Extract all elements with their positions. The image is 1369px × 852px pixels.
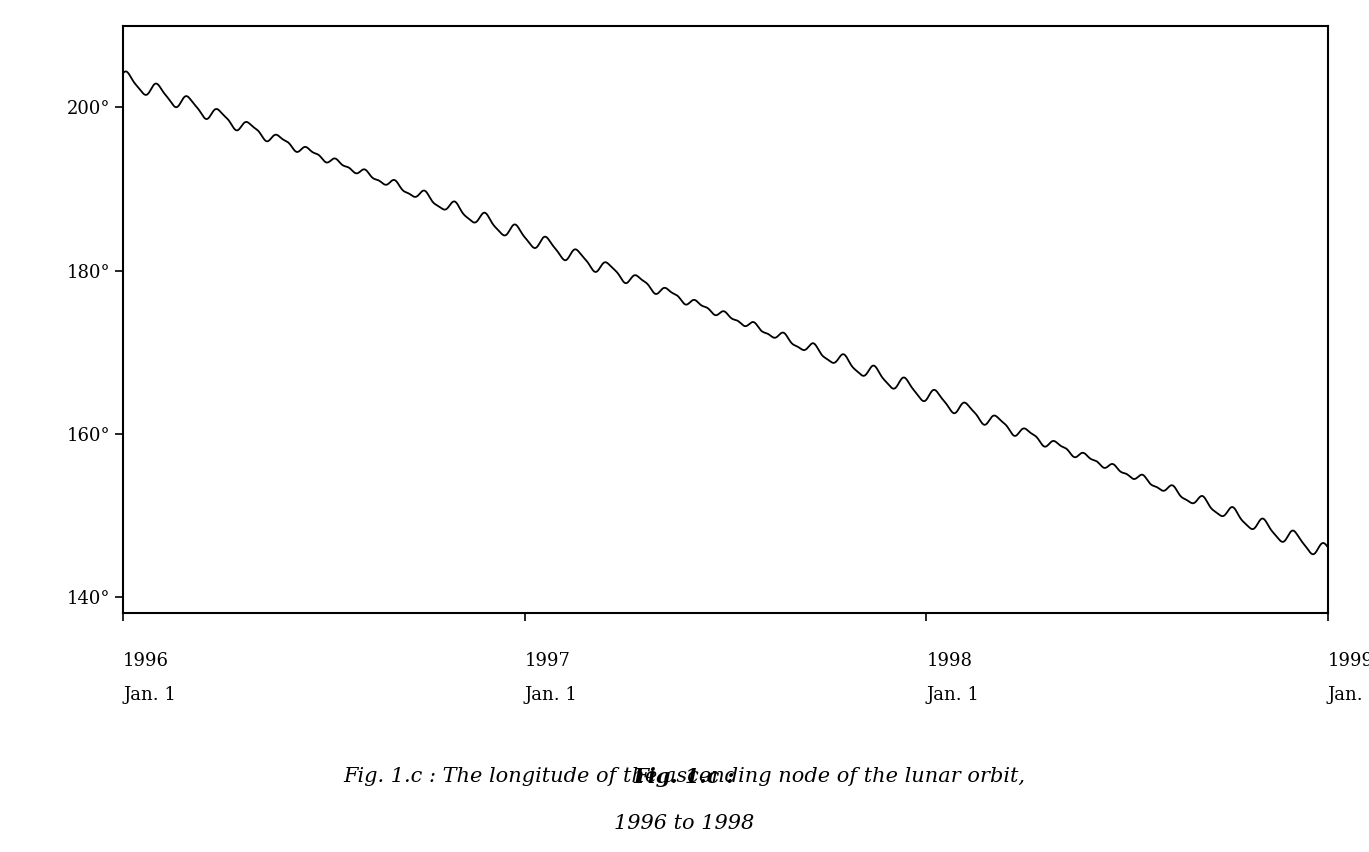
Text: 1998: 1998	[927, 652, 972, 670]
Text: 1996: 1996	[123, 652, 170, 670]
Text: 1996 to 1998: 1996 to 1998	[615, 814, 754, 832]
Text: Jan. 1: Jan. 1	[927, 686, 979, 704]
Text: Jan. 1: Jan. 1	[123, 686, 177, 704]
Text: Jan. 1: Jan. 1	[524, 686, 578, 704]
Text: Fig. 1.c : The longitude of the ascending node of the lunar orbit,: Fig. 1.c : The longitude of the ascendin…	[344, 767, 1025, 786]
Text: 1997: 1997	[524, 652, 571, 670]
Text: Fig. 1.c :: Fig. 1.c :	[634, 767, 735, 786]
Text: Jan. 1: Jan. 1	[1328, 686, 1369, 704]
Text: 1999: 1999	[1328, 652, 1369, 670]
